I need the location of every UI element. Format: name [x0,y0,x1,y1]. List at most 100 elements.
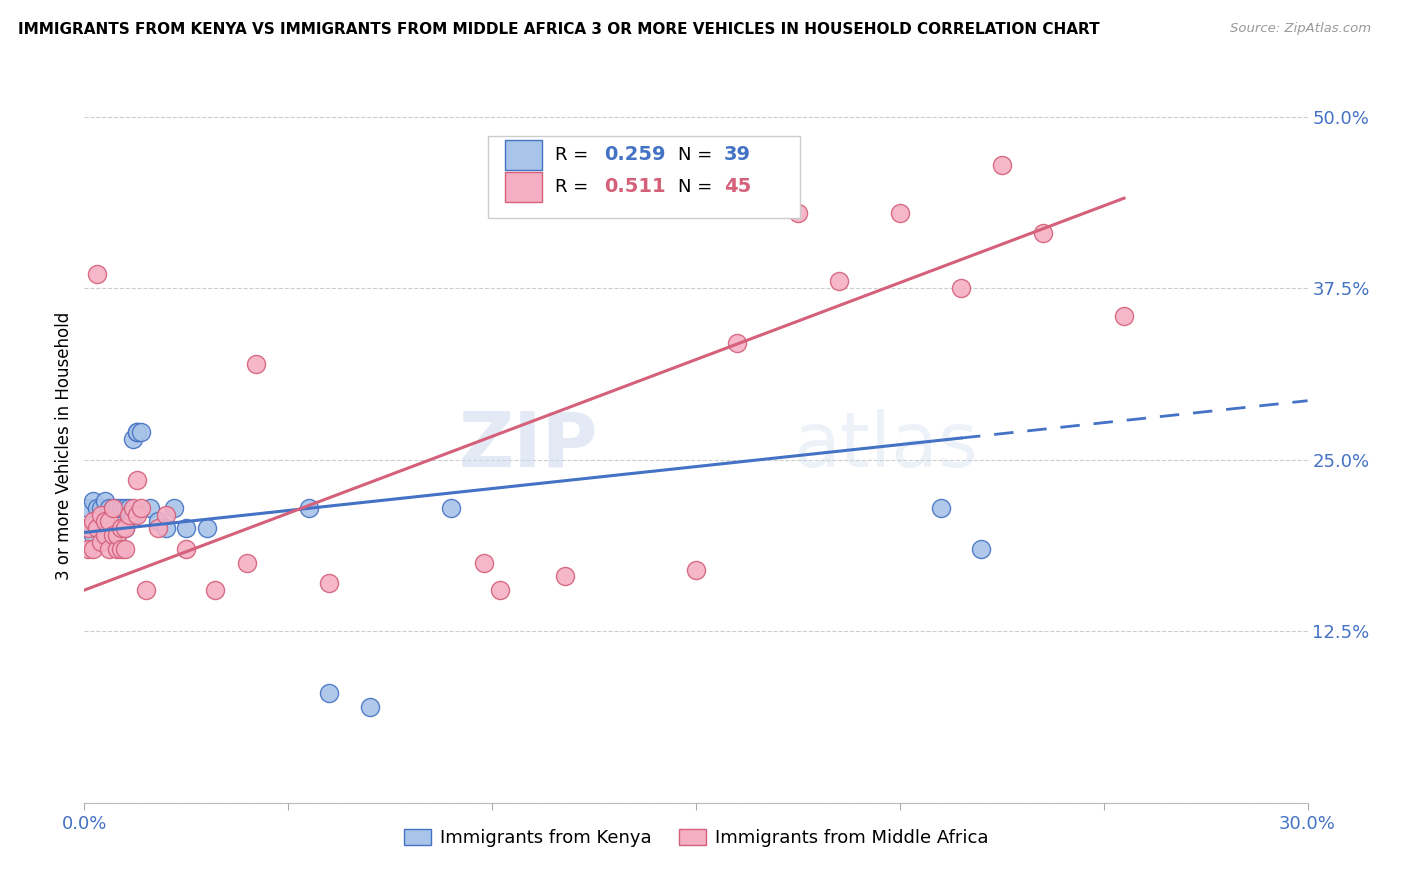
Text: 45: 45 [724,178,751,196]
Point [101,521,124,535]
Point [114,500,136,515]
Point [472,556,495,570]
Point [101,500,124,515]
Point [298,500,321,515]
Point [174,521,197,535]
Point [86,500,108,515]
Point [489,583,512,598]
Point [97,500,120,515]
Point [101,528,124,542]
Point [97,515,120,529]
Point [131,500,153,515]
Point [554,569,576,583]
Point [118,508,141,522]
Point [110,500,132,515]
Point [1114,309,1136,323]
Point [122,508,145,522]
Text: Source: ZipAtlas.com: Source: ZipAtlas.com [1230,22,1371,36]
Point [82,541,104,556]
Point [146,521,169,535]
Point [318,686,340,700]
Text: R =: R = [555,178,595,196]
Point [122,432,145,446]
Point [131,425,153,440]
Legend: Immigrants from Kenya, Immigrants from Middle Africa: Immigrants from Kenya, Immigrants from M… [396,822,995,855]
Point [105,528,128,542]
Point [101,500,124,515]
Point [110,521,132,535]
Point [114,521,136,535]
Point [127,508,149,522]
Point [97,541,120,556]
Point [1032,227,1054,241]
Point [236,556,259,570]
Point [929,500,952,515]
Point [787,205,810,219]
Point [889,205,911,219]
Point [991,158,1014,172]
Point [90,521,112,535]
Point [725,336,748,351]
Text: N =: N = [678,146,717,164]
FancyBboxPatch shape [488,136,800,218]
Point [970,541,993,556]
Point [195,521,218,535]
Point [93,515,115,529]
Point [93,515,115,529]
Point [90,500,112,515]
Point [155,521,177,535]
Text: 39: 39 [724,145,751,164]
Point [90,535,112,549]
FancyBboxPatch shape [505,140,541,169]
Point [828,274,851,288]
Point [77,521,100,535]
Point [114,541,136,556]
Point [685,562,707,576]
Point [82,528,104,542]
Point [204,583,226,598]
Point [127,473,149,487]
Point [105,541,128,556]
Point [77,500,100,515]
Point [359,699,381,714]
Point [86,521,108,535]
Point [155,508,177,522]
Point [163,500,186,515]
Point [110,541,132,556]
Point [82,515,104,529]
Point [127,425,149,440]
Point [118,500,141,515]
Point [93,528,115,542]
Text: 0.259: 0.259 [605,145,665,164]
Point [440,500,463,515]
Point [105,528,128,542]
Point [82,494,104,508]
Point [90,508,112,522]
Point [122,500,145,515]
Point [97,528,120,542]
Point [93,494,115,508]
Point [318,576,340,591]
Text: ZIP: ZIP [458,409,598,483]
Text: IMMIGRANTS FROM KENYA VS IMMIGRANTS FROM MIDDLE AFRICA 3 OR MORE VEHICLES IN HOU: IMMIGRANTS FROM KENYA VS IMMIGRANTS FROM… [18,22,1099,37]
Text: atlas: atlas [794,409,979,483]
Point [105,500,128,515]
Y-axis label: 3 or more Vehicles in Household: 3 or more Vehicles in Household [55,312,73,580]
Point [93,528,115,542]
Point [174,541,197,556]
Point [138,500,160,515]
FancyBboxPatch shape [505,172,541,202]
Text: 0.511: 0.511 [605,178,666,196]
Point [86,521,108,535]
Point [950,281,973,295]
Text: R =: R = [555,146,595,164]
Point [127,425,149,440]
Point [77,541,100,556]
Point [114,521,136,535]
Text: N =: N = [678,178,717,196]
Point [135,583,157,598]
Point [245,357,267,371]
Point [146,515,169,529]
Point [77,521,100,535]
Point [86,268,108,282]
